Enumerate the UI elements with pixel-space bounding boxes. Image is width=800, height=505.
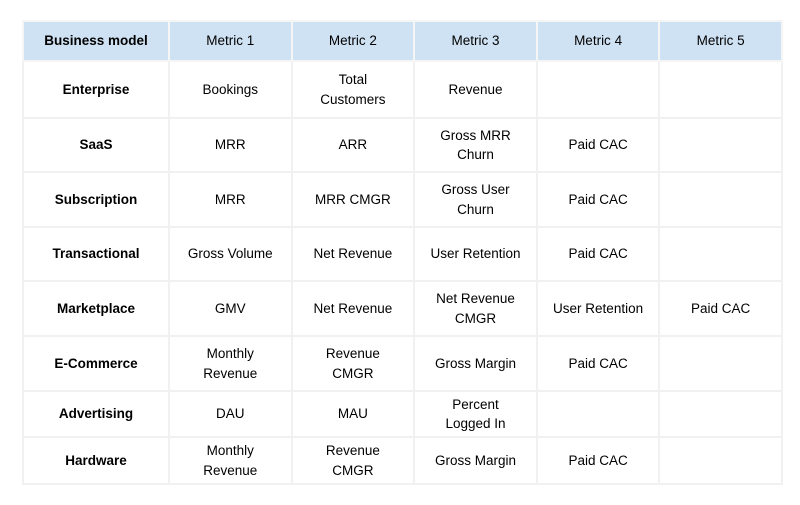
metric-cell: Gross Margin [413,436,538,485]
model-cell: SaaS [22,117,170,173]
column-header-metric-2: Metric 2 [290,20,416,62]
header-row: Business model Metric 1 Metric 2 Metric 3 Me… [22,20,783,62]
metric-cell: Monthly Revenue [168,335,293,392]
metric-cell: Percent Logged In [413,390,538,438]
metric-cell: User Retention [413,226,538,282]
metric-cell: MRR [168,171,293,228]
model-cell: Advertising [22,390,170,438]
metric-cell: Paid CAC [535,226,661,282]
metric-cell: User Retention [535,280,661,337]
metric-cell: Paid CAC [658,280,783,337]
metric-cell [658,390,783,438]
metric-cell [535,60,661,119]
metric-cell: Monthly Revenue [168,436,293,485]
table-row-marketplace: Marketplace GMV Net Revenue Net Revenue CMG… [22,280,783,337]
table-row-advertising: Advertising DAU MAU Percent Logged In [22,390,783,438]
metric-cell [658,117,783,173]
metric-cell: Revenue [413,60,538,119]
model-cell: Subscription [22,171,170,228]
metric-cell: Gross Volume [168,226,293,282]
metric-cell [658,335,783,392]
metric-cell: Net Revenue [290,280,416,337]
table-header: Business model Metric 1 Metric 2 Metric 3 Me… [22,20,783,62]
model-cell: E-Commerce [22,335,170,392]
metric-cell: Paid CAC [535,436,661,485]
metric-cell [658,60,783,119]
metric-cell: Gross Margin [413,335,538,392]
table-body: Enterprise Bookings Total Customers Revenue… [22,60,783,485]
metric-cell: Total Customers [290,60,416,119]
model-cell: Enterprise [22,60,170,119]
metric-cell: Gross MRR Churn [413,117,538,173]
metric-cell: Paid CAC [535,335,661,392]
model-cell: Transactional [22,226,170,282]
metric-cell: DAU [168,390,293,438]
metric-cell [658,226,783,282]
metric-cell [658,436,783,485]
column-header-metric-5: Metric 5 [658,20,783,62]
metric-cell: Paid CAC [535,117,661,173]
metric-cell: ARR [290,117,416,173]
metric-cell: Paid CAC [535,171,661,228]
metric-cell: MRR CMGR [290,171,416,228]
metric-cell: Net Revenue [290,226,416,282]
metric-cell: Bookings [168,60,293,119]
table-row-saas: SaaS MRR ARR Gross MRR Churn Paid CAC [22,117,783,173]
column-header-metric-4: Metric 4 [535,20,661,62]
metric-cell: Net Revenue CMGR [413,280,538,337]
business-metrics-table: Business model Metric 1 Metric 2 Metric 3 Me… [22,20,783,485]
business-metrics-table-container: Business model Metric 1 Metric 2 Metric 3 Me… [22,20,783,485]
column-header-business-model: Business model [22,20,170,62]
metric-cell: MRR [168,117,293,173]
table-row-subscription: Subscription MRR MRR CMGR Gross User Churn P… [22,171,783,228]
model-cell: Hardware [22,436,170,485]
metric-cell: GMV [168,280,293,337]
column-header-metric-1: Metric 1 [168,20,293,62]
table-row-enterprise: Enterprise Bookings Total Customers Revenue [22,60,783,119]
metric-cell: Revenue CMGR [290,335,416,392]
column-header-metric-3: Metric 3 [413,20,538,62]
metric-cell [658,171,783,228]
table-row-e-commerce: E-Commerce Monthly Revenue Revenue CMGR Gro… [22,335,783,392]
metric-cell: Revenue CMGR [290,436,416,485]
table-row-transactional: Transactional Gross Volume Net Revenue User… [22,226,783,282]
model-cell: Marketplace [22,280,170,337]
metric-cell [535,390,661,438]
metric-cell: MAU [290,390,416,438]
table-row-hardware: Hardware Monthly Revenue Revenue CMGR Gross… [22,436,783,485]
metric-cell: Gross User Churn [413,171,538,228]
